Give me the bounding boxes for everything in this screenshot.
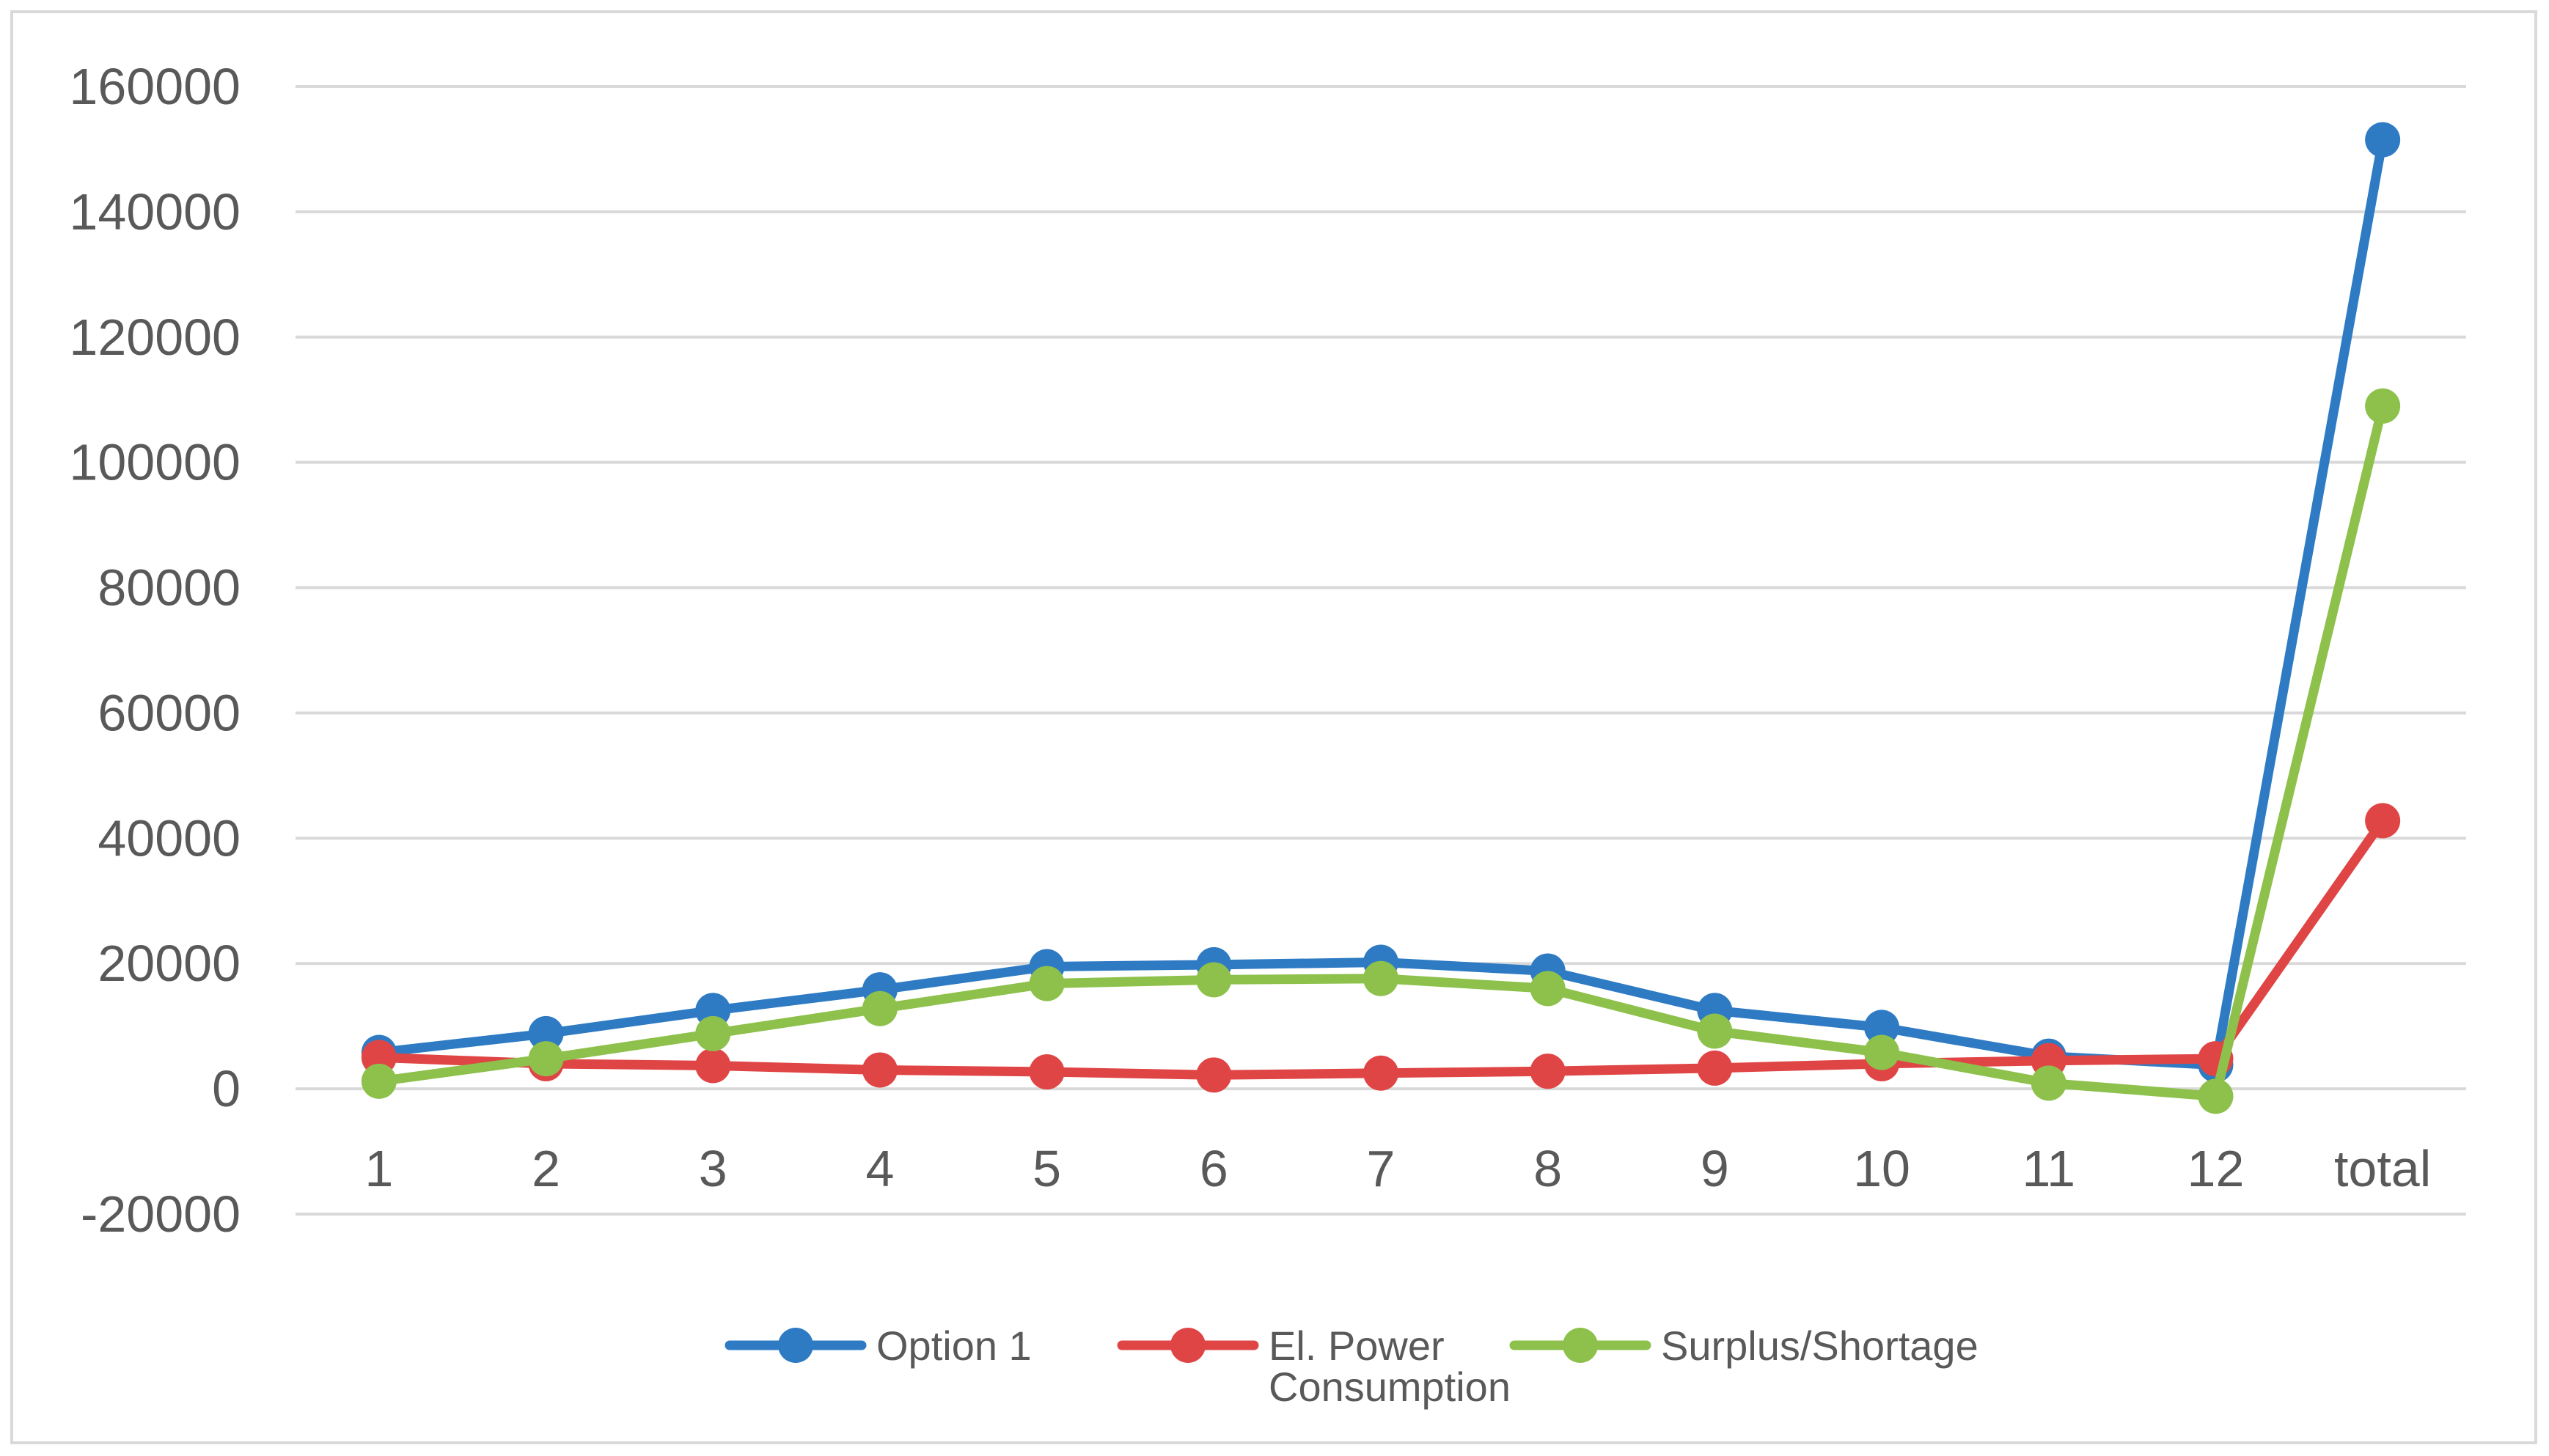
data-point (2198, 1078, 2234, 1114)
y-tick-label: 120000 (69, 309, 241, 366)
y-tick-label: -20000 (81, 1185, 241, 1243)
x-tick-label: 12 (2187, 1140, 2245, 1197)
series-line (374, 135, 2388, 1070)
y-tick-label: 160000 (69, 58, 241, 115)
data-point (695, 1015, 731, 1051)
legend-item: Option 1 (725, 1323, 1032, 1369)
legend-label: Option 1 (876, 1323, 1032, 1369)
x-tick-label: 8 (1533, 1140, 1562, 1197)
legend-marker (1170, 1328, 1206, 1363)
series-lines (361, 122, 2401, 1114)
data-point (862, 990, 898, 1026)
legend-label: Surplus/Shortage (1661, 1323, 1978, 1369)
y-tick-label: 60000 (98, 684, 241, 741)
legend-label: El. Power (1269, 1323, 1445, 1369)
x-tick-label: 5 (1033, 1140, 1061, 1197)
data-point (1864, 1010, 1900, 1045)
data-point (1864, 1034, 1900, 1070)
data-point (528, 1041, 564, 1077)
x-tick-label: 11 (2022, 1140, 2075, 1197)
data-point (1697, 1013, 1733, 1049)
x-tick-label: 4 (865, 1140, 894, 1197)
data-point (1697, 1050, 1733, 1086)
data-point (1029, 1054, 1065, 1090)
x-tick-label: 3 (699, 1140, 727, 1197)
series-1 (361, 122, 2401, 1083)
y-tick-label: 20000 (98, 935, 241, 992)
data-point (1363, 1055, 1398, 1091)
x-tick-label: total (2334, 1140, 2431, 1197)
gridlines (296, 85, 2466, 1216)
y-tick-label: 80000 (98, 559, 241, 617)
y-tick-label: 0 (212, 1060, 241, 1117)
x-tick-label: 7 (1367, 1140, 1395, 1197)
series-3 (361, 388, 2401, 1114)
y-tick-label: 140000 (69, 183, 241, 240)
legend-label: Consumption (1269, 1364, 1511, 1410)
data-point (528, 1015, 564, 1051)
legend-marker (778, 1328, 813, 1363)
x-tick-label: 6 (1200, 1140, 1228, 1197)
data-point (361, 1063, 397, 1099)
data-point (2365, 388, 2401, 424)
legend-item: Surplus/Shortage (1509, 1323, 1978, 1369)
data-point (862, 1052, 898, 1088)
x-tick-label: 2 (532, 1140, 560, 1197)
data-point (1530, 1054, 1566, 1089)
y-axis-tick-labels: -20000 0 20000 40000 60000 80000 100000 120000 1… (69, 58, 241, 1243)
y-tick-label: 100000 (69, 434, 241, 491)
chart-frame (10, 10, 2537, 1444)
data-point (2365, 803, 2401, 839)
data-point (1196, 962, 1232, 998)
x-tick-label: 10 (1853, 1140, 1910, 1197)
x-axis-tick-labels: 1 2 3 4 5 6 7 8 9 10 11 12 total (364, 1140, 2431, 1197)
x-tick-label: 9 (1701, 1140, 1729, 1197)
data-point (695, 1048, 731, 1084)
data-point (2031, 1065, 2066, 1101)
data-point (1530, 971, 1566, 1007)
y-tick-label: 40000 (98, 809, 241, 867)
data-point (1363, 960, 1398, 996)
legend-marker (1563, 1328, 1598, 1363)
data-point (1029, 966, 1065, 1001)
x-tick-label: 1 (364, 1140, 393, 1197)
data-point (1196, 1057, 1232, 1093)
data-point (2365, 122, 2401, 158)
